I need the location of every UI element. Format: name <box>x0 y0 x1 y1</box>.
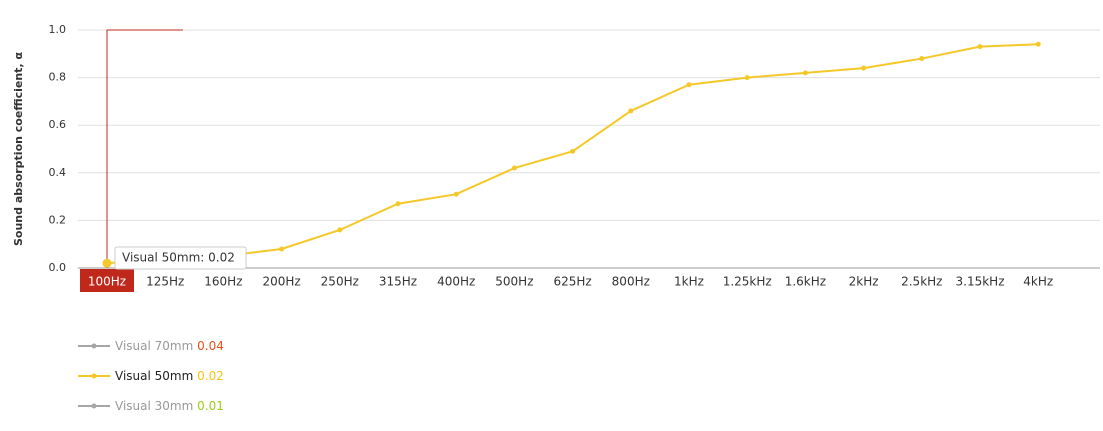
legend-value: 0.02 <box>197 369 224 383</box>
y-axis-label: Sound absorption coefficient, α <box>12 52 25 246</box>
x-tick-label: 800Hz <box>612 275 650 289</box>
x-tick-label: 315Hz <box>379 275 417 289</box>
data-point <box>570 148 576 154</box>
legend-entry[interactable]: Visual 50mm 0.02 <box>115 369 224 383</box>
y-tick-label: 0.6 <box>49 118 67 131</box>
legend-entry[interactable]: Visual 30mm 0.01 <box>115 399 224 413</box>
y-tick-label: 0.2 <box>49 213 67 226</box>
y-tick-label: 0.0 <box>49 261 67 274</box>
legend-value: 0.01 <box>197 399 224 413</box>
legend-name: Visual 50mm <box>115 369 193 383</box>
data-point <box>861 65 867 71</box>
data-point <box>919 56 925 62</box>
data-point <box>1035 41 1041 47</box>
y-tick-label: 1.0 <box>49 23 67 36</box>
x-tick-label: 3.15kHz <box>956 275 1005 289</box>
x-tick-label: 1.25kHz <box>723 275 772 289</box>
tooltip-box <box>114 246 247 270</box>
x-tick-label: 100Hz <box>88 275 126 289</box>
legend-marker <box>91 403 97 409</box>
data-point <box>279 246 285 252</box>
legend-marker <box>91 343 97 349</box>
x-tick-label: 125Hz <box>146 275 184 289</box>
data-point <box>453 191 459 197</box>
data-point <box>102 258 112 268</box>
x-highlight-box <box>80 269 134 292</box>
legend-value: 0.04 <box>197 339 224 353</box>
tooltip-text: Visual 50mm: 0.02 <box>122 251 235 265</box>
data-point <box>395 201 401 207</box>
legend-entry[interactable]: Visual 70mm 0.04 <box>115 339 224 353</box>
legend-name: Visual 70mm <box>115 339 193 353</box>
x-tick-label: 2kHz <box>849 275 879 289</box>
tooltip: Visual 50mm: 0.02 <box>114 246 247 270</box>
data-point <box>628 108 634 114</box>
data-point <box>686 82 692 88</box>
x-tick-label: 500Hz <box>495 275 533 289</box>
data-point <box>337 227 343 233</box>
y-tick-label: 0.4 <box>49 166 67 179</box>
legend-marker <box>91 373 97 379</box>
y-tick-label: 0.8 <box>49 71 67 84</box>
x-tick-label: 1.6kHz <box>785 275 826 289</box>
data-point <box>802 70 808 76</box>
data-point <box>977 44 983 50</box>
x-tick-label: 625Hz <box>553 275 591 289</box>
x-tick-label: 1kHz <box>674 275 704 289</box>
x-tick-label: 250Hz <box>321 275 359 289</box>
x-tick-label: 160Hz <box>204 275 242 289</box>
legend-name: Visual 30mm <box>115 399 193 413</box>
data-point <box>744 75 750 81</box>
data-point <box>511 165 517 171</box>
x-tick-label: 400Hz <box>437 275 475 289</box>
x-tick-label: 200Hz <box>262 275 300 289</box>
x-tick-label: 4kHz <box>1023 275 1053 289</box>
x-tick-label: 2.5kHz <box>901 275 942 289</box>
